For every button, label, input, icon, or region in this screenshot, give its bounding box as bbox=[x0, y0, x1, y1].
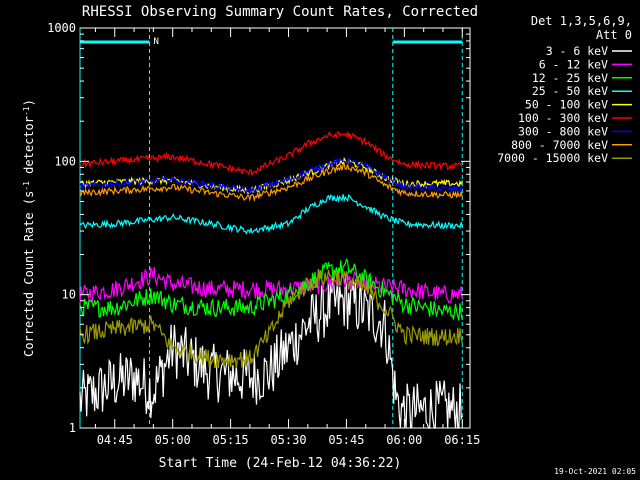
y-axis-label-main: Corrected Count Rate (s bbox=[22, 191, 36, 357]
series-line bbox=[79, 131, 463, 177]
y-axis-label-sup1: -1 bbox=[22, 181, 31, 191]
x-tick-label: 05:45 bbox=[328, 433, 364, 447]
series-line bbox=[79, 269, 463, 369]
series-line bbox=[79, 257, 463, 321]
legend-label: 3 - 6 keV bbox=[546, 44, 608, 58]
y-axis-label: Corrected Count Rate (s-1 detector-1) bbox=[22, 99, 37, 357]
x-tick-label: 06:15 bbox=[444, 433, 480, 447]
x-tick-label: 05:15 bbox=[213, 433, 249, 447]
series-line bbox=[79, 194, 463, 235]
legend-label: 800 - 7000 keV bbox=[511, 138, 608, 152]
legend-label: 50 - 100 keV bbox=[525, 98, 608, 112]
legend-header-line1: Det 1,3,5,6,9, bbox=[531, 14, 632, 28]
night-marker-label: N bbox=[154, 37, 159, 47]
legend-label: 7000 - 15000 keV bbox=[497, 151, 608, 165]
x-tick-label: 05:30 bbox=[270, 433, 306, 447]
y-tick-label: 100 bbox=[54, 154, 76, 168]
y-axis-label-sup2: -1 bbox=[22, 106, 31, 116]
legend-label: 6 - 12 keV bbox=[539, 57, 608, 71]
x-tick-label: 05:00 bbox=[155, 433, 191, 447]
x-tick-label: 04:45 bbox=[97, 433, 133, 447]
legend-label: 300 - 800 keV bbox=[518, 124, 608, 138]
chart-title: RHESSI Observing Summary Count Rates, Co… bbox=[82, 4, 478, 20]
series-line bbox=[79, 157, 463, 195]
series-line bbox=[79, 276, 463, 429]
y-tick-label: 1000 bbox=[47, 21, 76, 35]
x-axis: 04:45 05:00 05:15 05:30 05:45 06:00 06:15 bbox=[94, 28, 480, 447]
footer-timestamp: 19-Oct-2021 02:05 bbox=[554, 467, 636, 476]
legend-label: 100 - 300 keV bbox=[518, 111, 608, 125]
night-markers: N bbox=[79, 28, 463, 428]
y-tick-label: 1 bbox=[69, 421, 76, 435]
y-axis-label-end: ) bbox=[22, 99, 36, 106]
x-tick-label: 06:00 bbox=[386, 433, 422, 447]
y-tick-label: 10 bbox=[62, 288, 76, 302]
legend-label: 25 - 50 keV bbox=[532, 84, 608, 98]
legend-label: 12 - 25 keV bbox=[532, 71, 608, 85]
series-layer bbox=[79, 131, 463, 429]
legend-header-line2: Att 0 bbox=[596, 28, 632, 42]
y-axis-label-mid: detector bbox=[22, 116, 36, 181]
x-axis-label: Start Time (24-Feb-12 04:36:22) bbox=[159, 456, 402, 471]
series-line bbox=[79, 162, 463, 203]
series-line bbox=[79, 266, 463, 304]
y-axis: 1 10 100 1000 bbox=[47, 21, 470, 435]
